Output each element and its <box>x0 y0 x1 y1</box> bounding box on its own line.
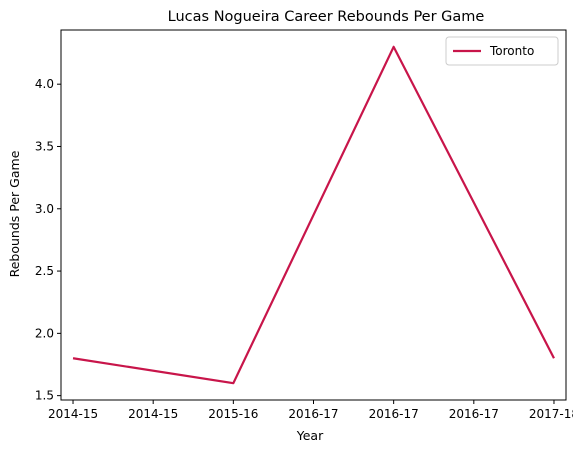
x-tick-label: 2016-17 <box>369 407 419 421</box>
x-axis-label: Year <box>296 428 324 443</box>
plot-area <box>72 45 555 385</box>
y-tick-label: 2.5 <box>35 264 54 278</box>
series-line-toronto <box>72 45 555 385</box>
y-axis-label: Rebounds Per Game <box>7 150 22 277</box>
x-tick-label: 2014-15 <box>128 407 178 421</box>
y-tick-label: 2.0 <box>35 326 54 340</box>
legend-box <box>445 36 559 66</box>
chart-title: Lucas Nogueira Career Rebounds Per Game <box>168 9 485 25</box>
x-axis: 2014-15 2014-15 2015-16 2016-17 2016-17 2016-… <box>48 400 573 421</box>
y-tick-label: 1.5 <box>35 389 54 403</box>
x-tick-label: 2014-15 <box>48 407 98 421</box>
x-tick-label: 2015-16 <box>208 407 258 421</box>
y-axis: 1.5 2.0 2.5 3.0 3.5 4.0 <box>35 77 61 403</box>
x-tick-label: 2016-17 <box>449 407 499 421</box>
legend-label-toronto: Toronto <box>489 44 534 58</box>
x-tick-label: 2016-17 <box>288 407 338 421</box>
y-tick-label: 4.0 <box>35 77 54 91</box>
legend: Toronto <box>445 36 559 66</box>
y-tick-label: 3.0 <box>35 202 54 216</box>
x-tick-label: 2017-18 <box>529 407 573 421</box>
y-tick-label: 3.5 <box>35 139 54 153</box>
